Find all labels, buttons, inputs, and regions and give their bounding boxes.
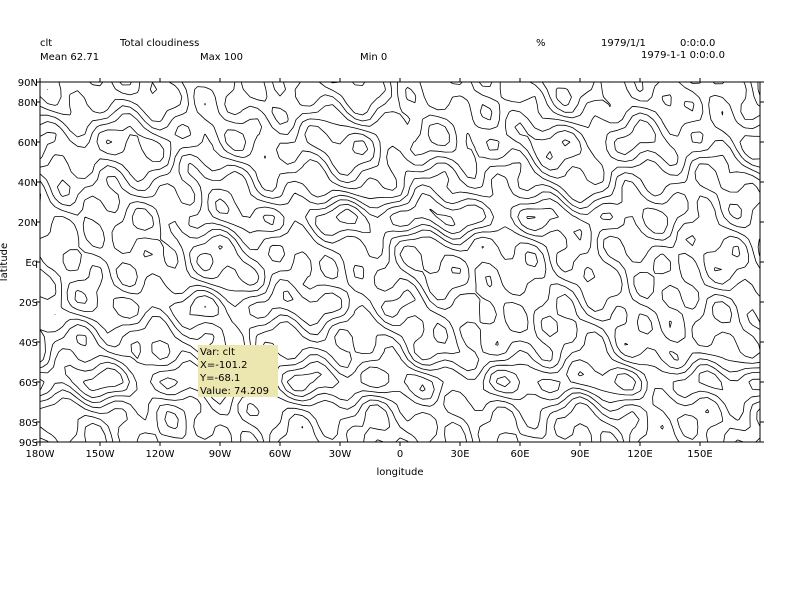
y-tick-label: Eq [25, 258, 38, 269]
y-tick-label: 80N [18, 98, 38, 109]
contour-level [74, 193, 583, 318]
tooltip-value: Value: 74.209 [200, 386, 269, 397]
x-tick-label: 120W [146, 449, 175, 460]
long-name: Total cloudiness [120, 38, 200, 49]
axis-ticks: 180W 150W 120W 90W 60W 30W 0 30E 60E 90E 120E 150E 9… [18, 78, 764, 460]
y-tick-label: 20S [19, 298, 38, 309]
tooltip-y: Y=-68.1 [200, 373, 241, 384]
contour-level [204, 208, 536, 308]
value-tooltip: Var: clt X=-101.2 Y=-68.1 Value: 74.209 [198, 345, 278, 397]
x-axis-title: longitude [376, 467, 423, 478]
contour-level [39, 81, 761, 443]
contour-lines [39, 81, 761, 443]
datetime: 1979-1-1 0:0:0.0 [641, 50, 725, 61]
x-tick-label: 150W [86, 449, 115, 460]
contour-level [39, 81, 761, 443]
time: 0:0:0.0 [680, 38, 716, 49]
y-tick-label: 90S [19, 438, 38, 449]
mean-stat: Mean 62.71 [40, 52, 100, 63]
y-tick-label: 90N [18, 78, 38, 89]
x-tick-label: 30W [329, 449, 352, 460]
units: % [536, 38, 546, 49]
x-tick-label: 60E [510, 449, 529, 460]
tooltip-x: X=-101.2 [200, 360, 248, 371]
contour-level [82, 139, 636, 392]
y-tick-label: 40N [18, 178, 38, 189]
contour-level [39, 81, 761, 443]
tooltip-var: Var: clt [200, 347, 235, 358]
date: 1979/1/1 [601, 38, 646, 49]
y-tick-label: 60S [19, 378, 38, 389]
x-tick-label: 120E [627, 449, 652, 460]
var-name: clt [40, 38, 53, 49]
y-axis-title: latitude [0, 243, 10, 281]
x-tick-label: 90W [209, 449, 232, 460]
x-tick-label: 150E [687, 449, 712, 460]
x-tick-label: 180W [26, 449, 55, 460]
y-tick-label: 80S [19, 418, 38, 429]
min-stat: Min 0 [360, 52, 388, 63]
plot-frame [39, 81, 761, 443]
x-tick-label: 90E [570, 449, 589, 460]
contour-level [47, 81, 742, 443]
max-stat: Max 100 [200, 52, 243, 63]
x-tick-label: 60W [269, 449, 292, 460]
x-tick-label: 30E [450, 449, 469, 460]
contour-level [39, 81, 761, 443]
x-tick-label: 0 [397, 449, 403, 460]
y-tick-label: 20N [18, 218, 38, 229]
y-tick-label: 60N [18, 138, 38, 149]
y-tick-label: 40S [19, 338, 38, 349]
